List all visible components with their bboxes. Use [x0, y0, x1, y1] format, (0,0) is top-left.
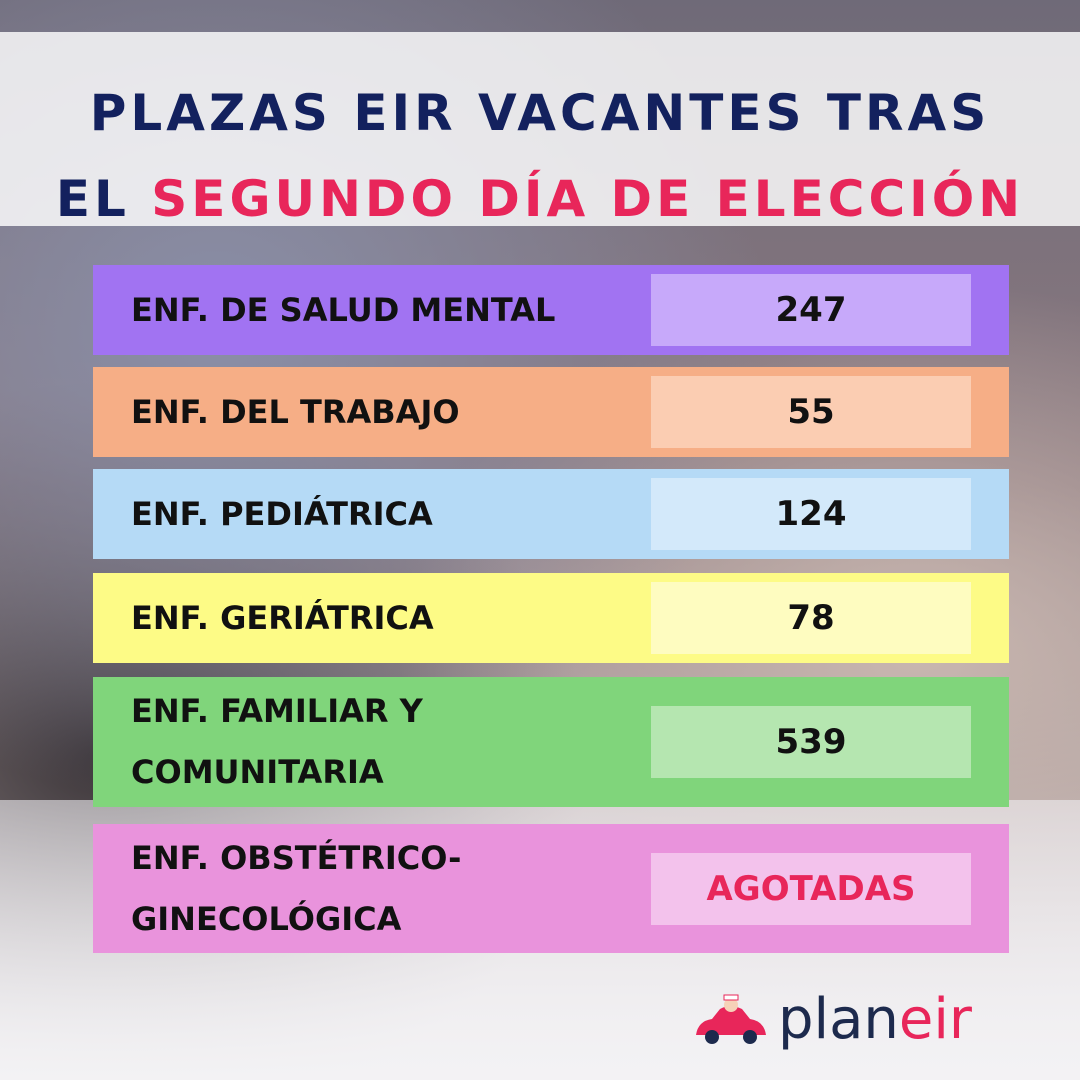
label-line: COMUNITARIA: [131, 753, 384, 791]
logo-part: eir: [898, 987, 972, 1052]
row-value: AGOTADAS: [651, 852, 971, 925]
logo-text: planeir: [778, 987, 972, 1052]
row-label: ENF. GERIÁTRICA: [131, 573, 434, 663]
logo: planeir: [690, 985, 1000, 1055]
row-value: 539: [651, 706, 971, 778]
title-part: EL: [55, 170, 130, 228]
title-line: PLAZAS EIR VACANTES TRAS: [89, 84, 991, 142]
label-line: ENF. GERIÁTRICA: [131, 598, 434, 637]
row-value: 247: [651, 274, 971, 346]
label-line: ENF. FAMILIAR Y: [131, 692, 423, 731]
row-label: ENF. FAMILIAR Y COMUNITARIA: [131, 677, 423, 807]
row: ENF. PEDIÁTRICA 124: [93, 469, 1009, 559]
row: ENF. GERIÁTRICA 78: [93, 573, 1009, 663]
title-banner: PLAZAS EIR VACANTES TRAS EL SEGUNDO DÍA …: [0, 32, 1080, 228]
label-line: ENF. DEL TRABAJO: [131, 392, 460, 431]
row: ENF. DEL TRABAJO 55: [93, 367, 1009, 457]
label-line: ENF. DE SALUD MENTAL: [131, 290, 556, 329]
label-line: GINECOLÓGICA: [131, 899, 402, 938]
logo-part: plan: [778, 987, 899, 1052]
label-line: ENF. OBSTÉTRICO-: [131, 838, 462, 877]
row-label: ENF. PEDIÁTRICA: [131, 469, 433, 559]
logo-car: [696, 994, 766, 1044]
row-label: ENF. OBSTÉTRICO- GINECOLÓGICA: [131, 824, 461, 953]
row-value: 124: [651, 478, 971, 550]
row: ENF. OBSTÉTRICO- GINECOLÓGICA AGOTADAS: [93, 824, 1009, 953]
row: ENF. FAMILIAR Y COMUNITARIA 539: [93, 677, 1009, 807]
title-highlight: SEGUNDO DÍA DE ELECCIÓN: [151, 170, 1025, 228]
label-line: ENF. PEDIÁTRICA: [131, 494, 433, 533]
row: ENF. DE SALUD MENTAL 247: [93, 265, 1009, 355]
row-value: 78: [651, 582, 971, 654]
row-label: ENF. DEL TRABAJO: [131, 367, 460, 457]
row-label: ENF. DE SALUD MENTAL: [131, 265, 555, 355]
title-line: EL SEGUNDO DÍA DE ELECCIÓN: [0, 170, 1080, 228]
row-value: 55: [651, 376, 971, 448]
